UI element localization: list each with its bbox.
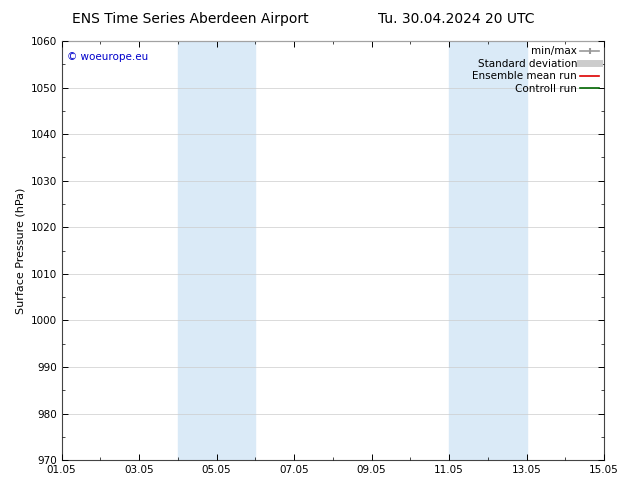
- Y-axis label: Surface Pressure (hPa): Surface Pressure (hPa): [15, 187, 25, 314]
- Text: Tu. 30.04.2024 20 UTC: Tu. 30.04.2024 20 UTC: [378, 12, 534, 26]
- Bar: [178, 41, 256, 460]
- Text: ENS Time Series Aberdeen Airport: ENS Time Series Aberdeen Airport: [72, 12, 309, 26]
- Legend: min/max, Standard deviation, Ensemble mean run, Controll run: min/max, Standard deviation, Ensemble me…: [472, 46, 599, 94]
- Text: © woeurope.eu: © woeurope.eu: [67, 51, 148, 62]
- Bar: [449, 41, 527, 460]
